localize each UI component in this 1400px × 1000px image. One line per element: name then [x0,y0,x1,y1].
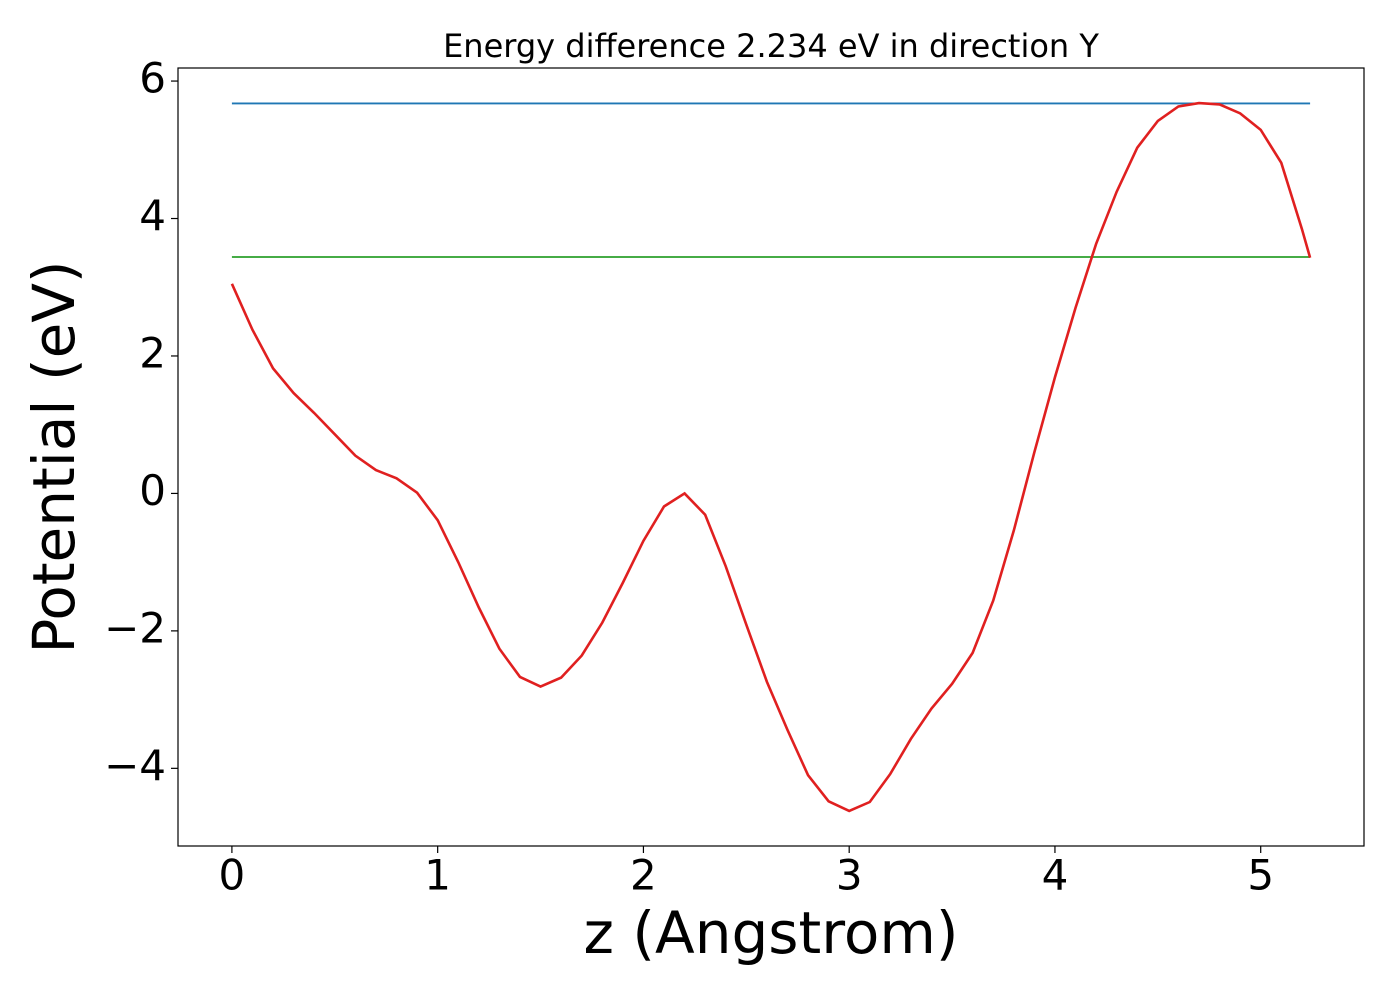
x-tick-label: 4 [1042,851,1069,900]
x-axis-label: z (Angstrom) [584,899,959,967]
y-tick-label: 6 [139,54,166,103]
plot-frame [177,67,1365,847]
y-tick-label: −4 [104,741,166,790]
y-tick-label: −2 [104,603,166,652]
x-tick-label: 3 [836,851,863,900]
x-tick-label: 1 [424,851,451,900]
y-axis-label: Potential (eV) [20,260,88,653]
y-tick-label: 2 [139,328,166,377]
y-tick-label: 4 [139,191,166,240]
data-line [230,101,1312,813]
chart-title: Energy difference 2.234 eV in direction … [443,27,1099,65]
x-tick-label: 5 [1247,851,1274,900]
y-tick-label: 0 [139,466,166,515]
x-tick-label: 0 [219,851,246,900]
x-tick-label: 2 [630,851,657,900]
